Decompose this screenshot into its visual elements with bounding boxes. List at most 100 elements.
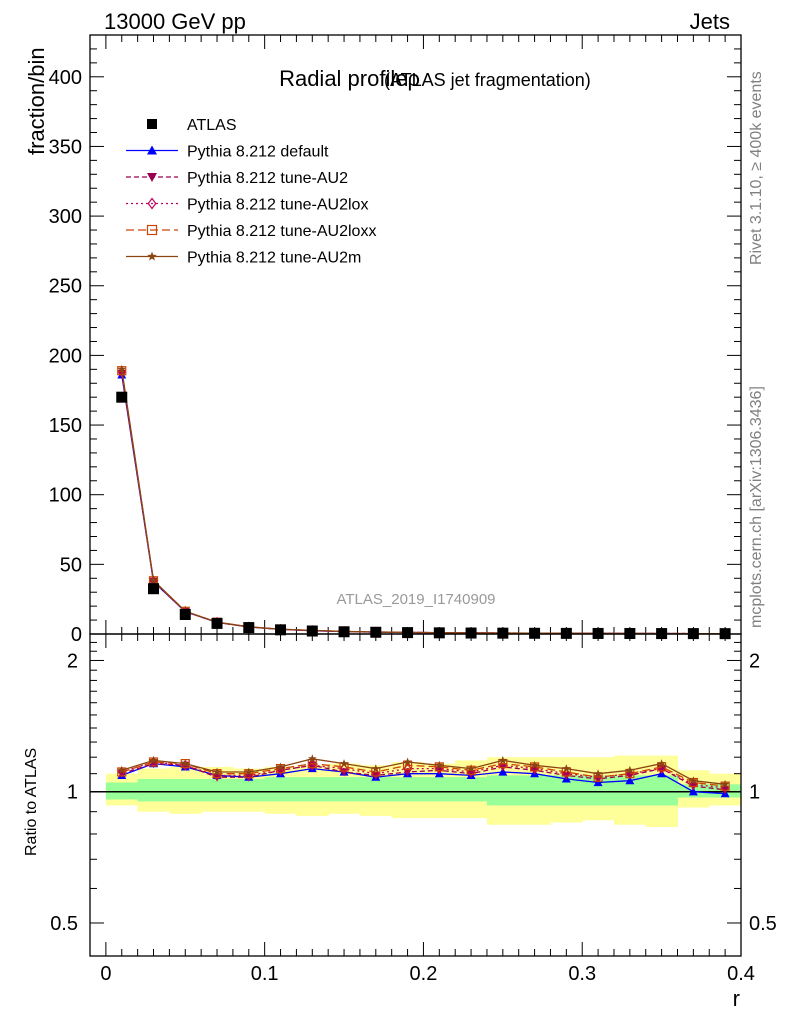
ratio-series-point	[625, 765, 635, 774]
main-series-point	[149, 575, 158, 584]
legend-marker	[147, 173, 157, 182]
x-tick-label: 0.2	[410, 963, 438, 985]
ratio-series-line	[121, 762, 726, 791]
green-band-segment	[264, 777, 297, 802]
legend-item: Pythia 8.212 tune-AU2loxx	[126, 223, 376, 240]
ratio-series-point	[403, 763, 412, 775]
green-band-segment	[391, 777, 424, 802]
green-band-segment	[201, 778, 234, 802]
ratio-axes: 0 0.1 0.2 0.3 0.4 0.5 0.5 1 1 2 2	[50, 634, 777, 985]
analysis-label: ATLAS_2019_I1740909	[336, 591, 495, 608]
ratio-series-point	[244, 767, 254, 776]
green-band-segment	[137, 778, 170, 802]
legend-item: ATLAS	[147, 117, 237, 134]
main-series-point	[179, 608, 191, 620]
green-band-segment	[423, 777, 456, 802]
y-tick-label: 150	[49, 415, 82, 437]
ratio-series-line	[121, 761, 726, 789]
ratio-ylabel: Ratio to ATLAS	[23, 748, 40, 856]
ratio-series-point	[498, 767, 508, 776]
ratio-series-line	[121, 761, 726, 787]
ratio-series-point	[593, 769, 603, 778]
y-tick-label: 400	[49, 67, 82, 89]
main-axes: 0 50 100 150 200 250 300 350 400	[49, 35, 742, 646]
legend-item: Pythia 8.212 tune-AU2lox	[126, 197, 368, 214]
main-subtitle: (ATLAS jet fragmentation)	[384, 70, 591, 90]
header-process: Jets	[690, 9, 730, 34]
main-ylabel: fraction/bin	[24, 47, 49, 155]
green-band-segment	[105, 782, 139, 800]
green-band-segment	[169, 778, 202, 802]
legend-label: Pythia 8.212 tune-AU2	[187, 170, 348, 187]
ratio-series-point	[181, 759, 190, 768]
legend: ATLAS Pythia 8.212 default Pythia 8.212 tu…	[126, 117, 376, 267]
ratio-series-point	[149, 755, 158, 764]
legend-label: Pythia 8.212 tune-AU2m	[187, 250, 361, 267]
ratio-series-point	[720, 779, 730, 788]
ratio-series-point	[688, 787, 698, 796]
legend-label: ATLAS	[187, 117, 237, 134]
legend-label: Pythia 8.212 default	[187, 144, 329, 161]
ratio-series-group	[117, 754, 730, 798]
main-series-point	[370, 626, 382, 638]
legend-marker	[147, 251, 157, 261]
x-tick-label: 0.3	[568, 963, 596, 985]
legend-item: Pythia 8.212 tune-AU2	[126, 170, 348, 187]
main-series-point	[117, 366, 126, 378]
x-tick-label: 0.1	[251, 963, 279, 985]
y-tick-label: 50	[60, 554, 82, 576]
ratio-series-point	[117, 765, 126, 774]
legend-label: Pythia 8.212 tune-AU2lox	[187, 197, 368, 214]
ratio-series-line	[121, 758, 726, 785]
green-band-segment	[296, 777, 329, 802]
ratio-series-point	[657, 759, 666, 768]
ratio-y-tick-label: 1	[67, 782, 78, 804]
x-tick-label: 0.4	[727, 963, 755, 985]
legend-marker	[146, 224, 158, 236]
ratio-series-point	[212, 767, 222, 776]
main-series-point	[148, 583, 160, 595]
main-series-point	[465, 627, 477, 639]
ratio-bands-group	[90, 755, 742, 828]
main-series-point	[117, 364, 126, 373]
main-series-point	[497, 627, 509, 639]
ratio-series-point	[403, 757, 412, 766]
main-series-point	[306, 625, 318, 637]
ratio-series-point	[625, 776, 635, 785]
y-tick-label: 350	[49, 136, 82, 158]
y-tick-label: 0	[71, 624, 82, 646]
legend-item: Pythia 8.212 tune-AU2m	[126, 250, 361, 267]
green-band-segment	[232, 778, 266, 802]
ratio-panel-frame	[89, 633, 742, 957]
green-band-segment	[455, 777, 488, 802]
y-tick-label: 100	[49, 485, 82, 507]
ratio-y-tick-label-right: 2	[749, 650, 760, 672]
ratio-y-tick-label: 2	[67, 650, 78, 672]
ratio-series-line	[121, 762, 726, 795]
legend-marker	[147, 119, 157, 129]
ratio-series-pythia-8-212-tune-au2m	[117, 754, 730, 788]
ratio-series-point	[276, 762, 285, 771]
main-series-point	[433, 627, 445, 639]
legend-marker	[147, 145, 157, 155]
ratio-series-point	[308, 754, 317, 763]
legend-item: Pythia 8.212 default	[126, 144, 329, 161]
ratio-series-point	[689, 776, 698, 785]
main-series-point	[243, 622, 255, 634]
main-series-point	[529, 627, 541, 639]
green-band-segment	[359, 777, 393, 802]
y-tick-label: 200	[49, 345, 82, 367]
ratio-series-point	[339, 759, 349, 768]
legend-marker	[147, 197, 157, 210]
ratio-series-point	[435, 760, 444, 769]
green-band-segment	[328, 777, 361, 802]
ratio-y-tick-label-right: 1	[749, 782, 760, 804]
green-band-segment	[486, 775, 520, 806]
ratio-series-point	[466, 764, 476, 773]
y-tick-label: 250	[49, 276, 82, 298]
ratio-series-point	[530, 760, 539, 769]
ratio-series-point	[498, 755, 508, 764]
main-title: Radial profileρ	[279, 66, 420, 91]
green-band-segment	[518, 775, 551, 806]
